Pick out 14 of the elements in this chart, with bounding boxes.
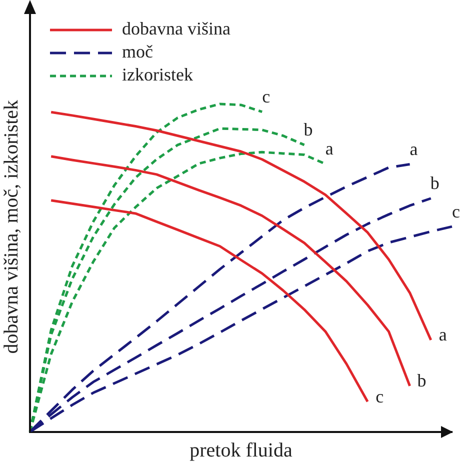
annotation: c <box>262 86 270 107</box>
annotation: a <box>410 139 418 160</box>
y-axis-title: dobavna višina, moč, izkoristek <box>0 100 22 354</box>
annotation: a <box>325 138 334 159</box>
annotation: b <box>430 173 440 194</box>
annotation: b <box>417 370 426 391</box>
legend-label: izkoristek <box>122 64 193 85</box>
annotation: a <box>438 324 447 345</box>
legend-label: dobavna višina <box>122 18 230 39</box>
x-axis-title: pretok fluida <box>190 439 292 462</box>
annotation: c <box>376 386 384 406</box>
annotation: b <box>304 120 313 140</box>
annotation: c <box>452 201 460 222</box>
legend-label: moč <box>122 42 153 62</box>
